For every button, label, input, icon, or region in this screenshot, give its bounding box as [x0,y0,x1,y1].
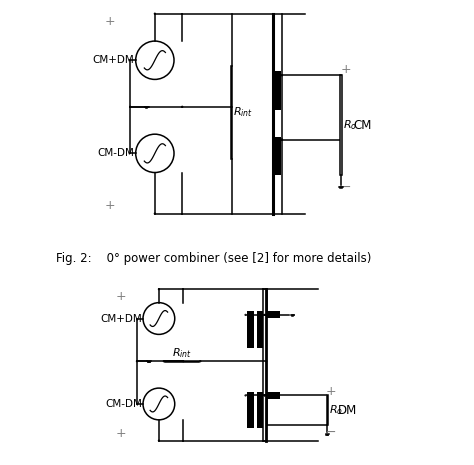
Text: Fig. 2:    0° power combiner (see [2] for more details): Fig. 2: 0° power combiner (see [2] for m… [55,252,371,265]
Text: CM+DM: CM+DM [100,313,142,324]
Circle shape [264,395,265,396]
Circle shape [282,139,283,140]
Circle shape [200,361,201,362]
Text: $R_o$: $R_o$ [329,403,343,417]
Bar [247,311,254,348]
Text: +: + [116,290,127,303]
Bar [247,392,254,428]
Bar [327,395,328,425]
Text: −: − [326,425,336,438]
Text: CM: CM [354,119,372,132]
Text: $R_{int}$: $R_{int}$ [172,346,192,360]
Circle shape [282,139,283,140]
Circle shape [282,75,283,76]
Bar [273,137,281,175]
Text: CM+DM: CM+DM [93,55,135,65]
Circle shape [158,440,159,441]
Text: −: − [341,181,351,194]
Circle shape [264,395,265,396]
Text: +: + [326,385,336,398]
Circle shape [266,361,267,362]
Bar [267,392,281,399]
Text: CM-DM: CM-DM [105,399,142,409]
Text: +: + [116,427,127,440]
Bar [231,66,232,159]
Text: CM-DM: CM-DM [98,148,135,159]
Bar [165,360,199,362]
Circle shape [130,106,131,107]
Circle shape [264,314,265,315]
Bar [340,75,342,175]
Text: DM: DM [337,404,357,417]
Circle shape [158,289,159,290]
Text: $R_{int}$: $R_{int}$ [233,106,253,119]
Circle shape [245,314,246,315]
Bar [267,312,281,318]
Circle shape [245,395,246,396]
Text: +: + [104,199,115,212]
Bar [256,392,264,428]
Bar [273,71,281,110]
Bar [256,311,264,348]
Text: $R_o$: $R_o$ [343,119,357,132]
Text: +: + [341,63,351,76]
Circle shape [183,361,184,362]
Text: +: + [104,15,115,28]
